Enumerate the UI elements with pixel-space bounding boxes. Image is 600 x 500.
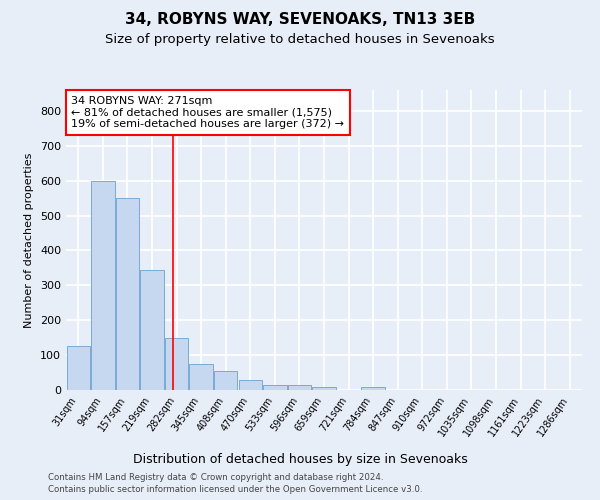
Bar [116,198,139,390]
Bar [165,338,188,390]
Bar [140,270,164,390]
Bar [91,180,115,390]
Bar [361,387,385,390]
Text: Distribution of detached houses by size in Sevenoaks: Distribution of detached houses by size … [133,452,467,466]
Text: Size of property relative to detached houses in Sevenoaks: Size of property relative to detached ho… [105,32,495,46]
Bar [67,346,90,390]
Bar [263,385,287,390]
Text: Contains HM Land Registry data © Crown copyright and database right 2024.: Contains HM Land Registry data © Crown c… [48,472,383,482]
Bar [239,380,262,390]
Text: 34, ROBYNS WAY, SEVENOAKS, TN13 3EB: 34, ROBYNS WAY, SEVENOAKS, TN13 3EB [125,12,475,28]
Bar [288,386,311,390]
Bar [313,386,335,390]
Bar [190,364,213,390]
Bar [214,371,238,390]
Text: Contains public sector information licensed under the Open Government Licence v3: Contains public sector information licen… [48,485,422,494]
Text: 34 ROBYNS WAY: 271sqm
← 81% of detached houses are smaller (1,575)
19% of semi-d: 34 ROBYNS WAY: 271sqm ← 81% of detached … [71,96,344,129]
Y-axis label: Number of detached properties: Number of detached properties [25,152,34,328]
